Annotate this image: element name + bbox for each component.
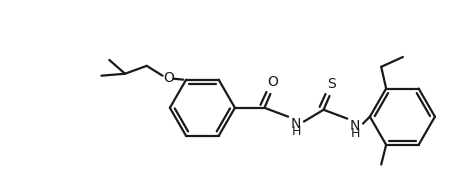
Text: S: S (327, 77, 336, 91)
Text: N: N (291, 117, 301, 130)
Text: H: H (350, 127, 360, 140)
Text: O: O (163, 71, 174, 85)
Text: O: O (267, 75, 278, 89)
Text: H: H (291, 125, 301, 138)
Text: N: N (350, 118, 360, 133)
